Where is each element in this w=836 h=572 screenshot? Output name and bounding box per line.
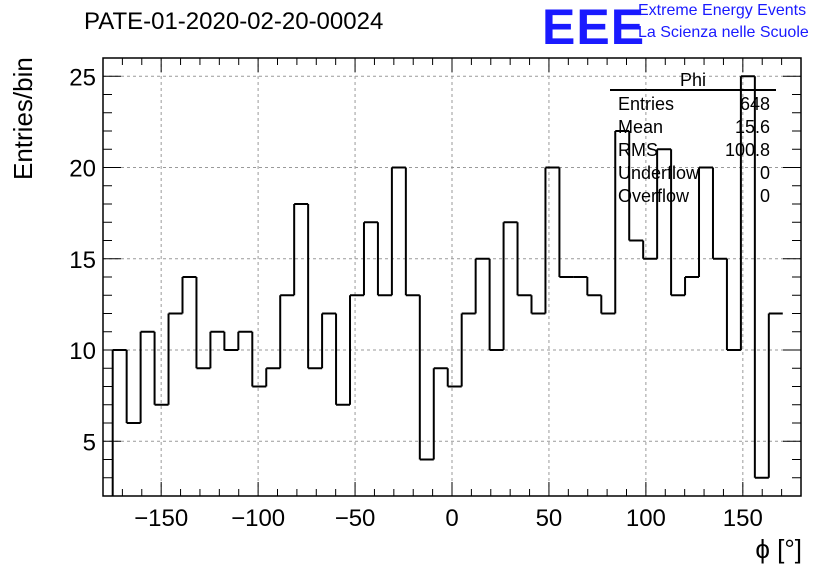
x-tick-label: 50 (536, 505, 563, 532)
chart-title: PATE-01-2020-02-20-00024 (84, 8, 384, 35)
y-tick-label: 25 (69, 64, 96, 91)
x-tick-label: −50 (335, 505, 376, 532)
x-tick-label: 100 (626, 505, 666, 532)
x-tick-label: 150 (723, 505, 763, 532)
stats-key-underflow: Underflow (618, 163, 700, 183)
eee-logo: EEE (542, 0, 646, 55)
stats-value-mean: 15.6 (734, 117, 770, 137)
x-tick-label: 0 (445, 505, 458, 532)
stats-value-underflow: 0 (759, 163, 770, 183)
stats-key-rms: RMS (618, 140, 658, 160)
stats-value-overflow: 0 (759, 186, 770, 206)
logo-line-1: Extreme Energy Events (638, 2, 807, 19)
x-axis-label: ϕ [°] (755, 534, 802, 564)
y-tick-label: 15 (69, 247, 96, 274)
y-tick-label: 20 (69, 156, 96, 183)
stats-key-mean: Mean (618, 117, 664, 137)
x-tick-label: −100 (231, 505, 285, 532)
y-axis-label: Entries/bin (8, 57, 38, 180)
logo-line-2: La Scienza nelle Scuole (638, 24, 809, 41)
stats-value-rms: 100.8 (724, 140, 770, 160)
y-tick-label: 5 (83, 429, 96, 456)
stats-value-entries: 648 (739, 94, 770, 114)
stats-box-title: Phi (680, 70, 707, 90)
y-tick-label: 10 (69, 338, 96, 365)
x-tick-label: −150 (134, 505, 188, 532)
stats-key-entries: Entries (618, 94, 675, 114)
stats-key-overflow: Overflow (618, 186, 690, 206)
